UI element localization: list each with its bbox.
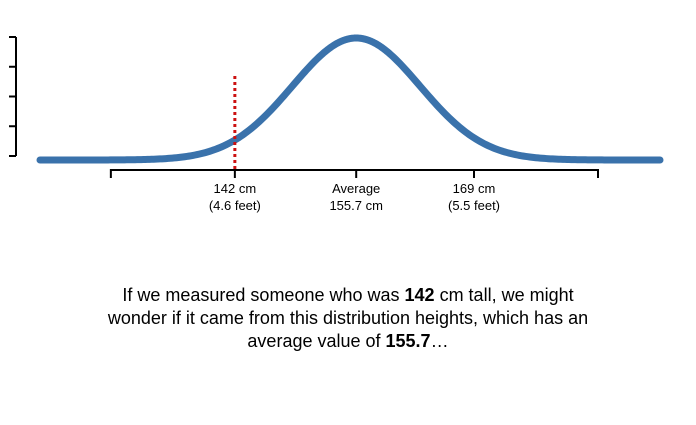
distribution-chart: 142 cm (4.6 feet) Average 155.7 cm 169 cm (5.… (9, 34, 664, 213)
x-axis: 142 cm (4.6 feet) Average 155.7 cm 169 cm (5.… (109, 169, 599, 213)
caption-bold-height: 142 (404, 285, 435, 305)
x-tick-sublabel: (4.6 feet) (209, 198, 261, 213)
plot-area (36, 34, 664, 164)
caption-text-3: … (430, 331, 449, 351)
x-tick-label: Average (332, 181, 380, 196)
x-tick-label: 142 cm (214, 181, 257, 196)
y-axis (9, 36, 17, 157)
distribution-curve (36, 34, 664, 164)
caption-text-2: cm tall, we might wonder if it came from… (107, 285, 589, 351)
caption-bold-average: 155.7 (385, 331, 431, 351)
x-tick-sublabel: 155.7 cm (329, 198, 382, 213)
caption: If we measured someone who was 142 cm ta… (98, 284, 598, 353)
x-tick-sublabel: (5.5 feet) (448, 198, 500, 213)
x-tick-label: 169 cm (453, 181, 496, 196)
caption-text-1: If we measured someone who was (122, 285, 405, 305)
